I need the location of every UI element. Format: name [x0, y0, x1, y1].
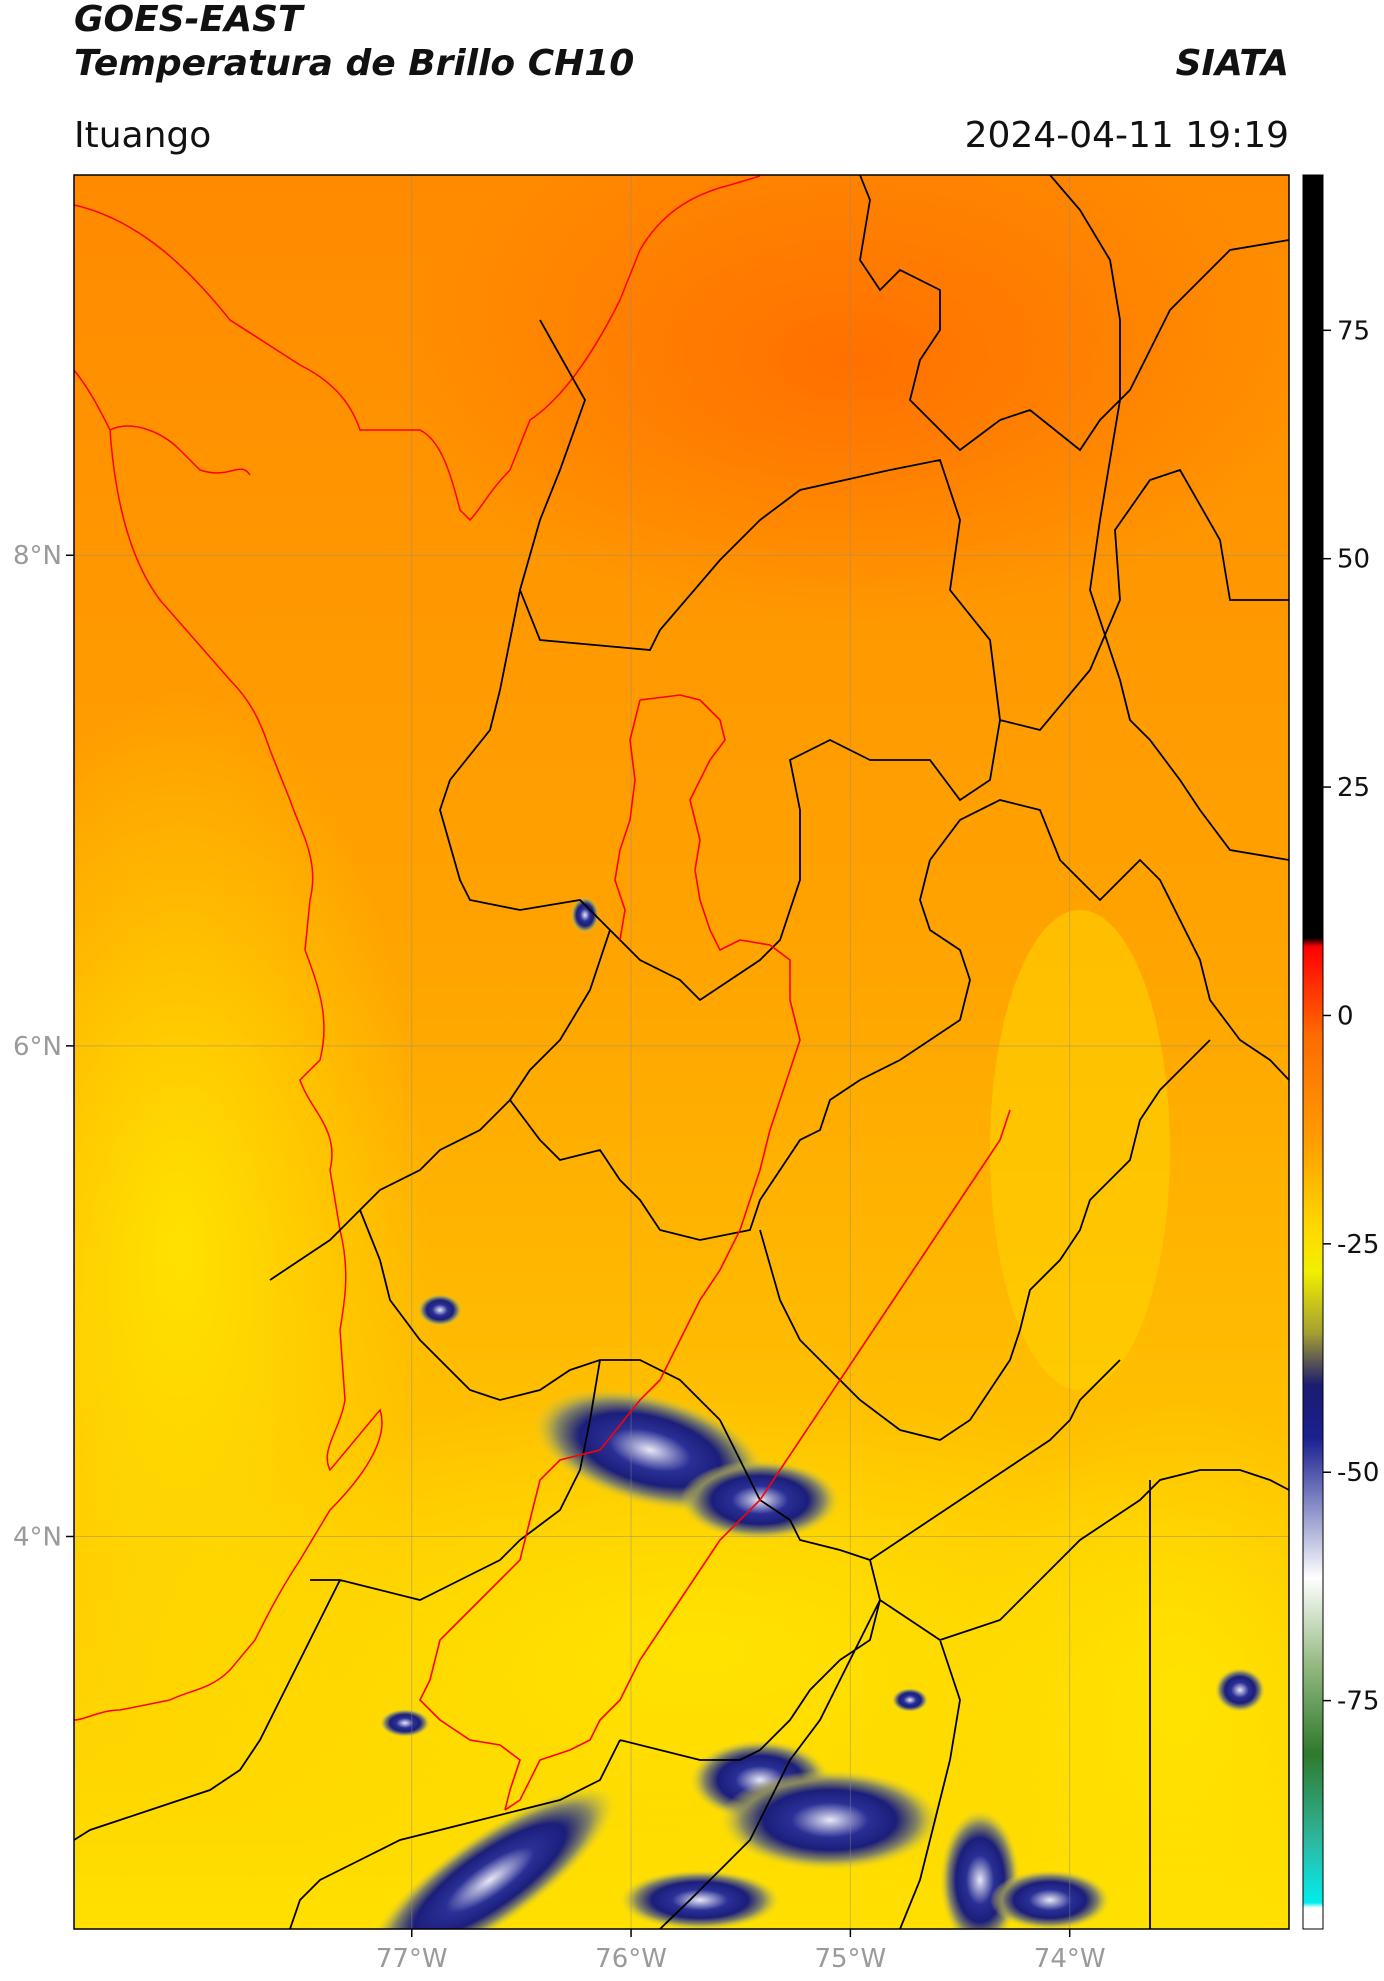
- organization-label: SIATA: [1175, 43, 1289, 84]
- colorbar-tick-label: 50: [1337, 545, 1370, 575]
- colorbar-ticks: 75 50 25 0 -25 -50 -75: [1323, 316, 1379, 1717]
- lon-tick-label: 75°W: [814, 1944, 886, 1974]
- lon-tick-label: 74°W: [1034, 1944, 1106, 1974]
- lon-tick-label: 76°W: [595, 1944, 667, 1974]
- title-satellite: GOES-EAST: [74, 0, 303, 40]
- lat-tick-label: 8°N: [13, 541, 62, 571]
- colorbar-tick-label: 75: [1337, 316, 1370, 346]
- graticule: [74, 175, 1289, 1929]
- coastline: [74, 175, 761, 1721]
- latitude-labels: 8°N 6°N 4°N: [13, 541, 74, 1552]
- title-product: Temperatura de Brillo CH10: [74, 43, 635, 84]
- location-label: Ituango: [74, 115, 212, 156]
- colorbar-tick-label: -50: [1337, 1458, 1379, 1488]
- datetime-label: 2024-04-11 19:19: [964, 115, 1289, 156]
- colorbar-scale: [1302, 174, 1324, 1930]
- borders: [74, 175, 1289, 1929]
- colorbar-tick-label: 25: [1337, 773, 1370, 803]
- colorbar-tick-label: -25: [1337, 1230, 1379, 1260]
- colorbar-tick-label: -75: [1337, 1687, 1379, 1717]
- colorbar-tick-label: 0: [1337, 1001, 1354, 1031]
- department-borders: [74, 175, 1289, 1929]
- brightness-temperature-field: [74, 175, 1289, 1929]
- basin-outline: [419, 694, 1011, 1811]
- longitude-labels: 77°W 76°W 75°W 74°W: [376, 1929, 1106, 1974]
- lat-tick-label: 6°N: [13, 1032, 62, 1062]
- lat-tick-label: 4°N: [13, 1522, 62, 1552]
- map-frame: [73, 174, 1290, 1930]
- lon-tick-label: 77°W: [376, 1944, 448, 1974]
